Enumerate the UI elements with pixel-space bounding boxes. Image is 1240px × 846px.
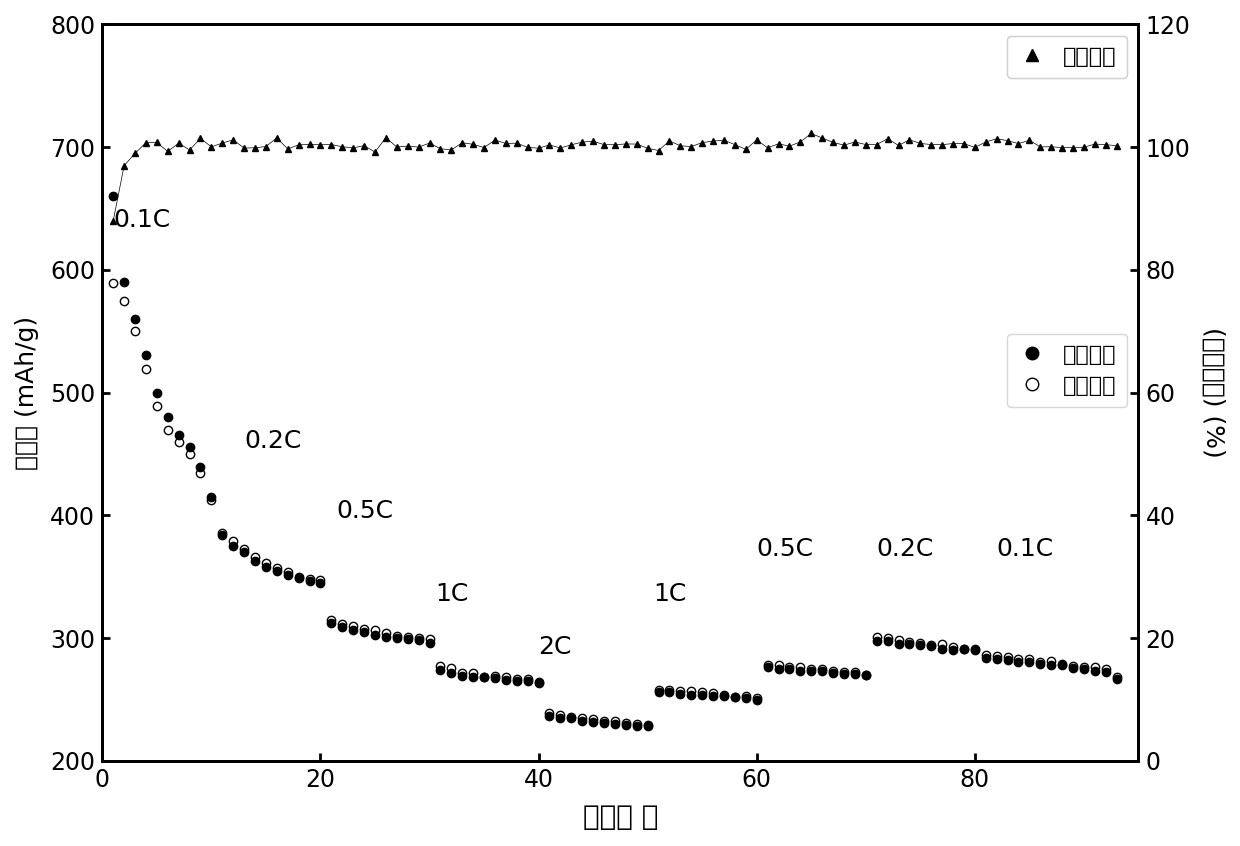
Y-axis label: (库伦效率) (%): (库伦效率) (%) <box>1202 327 1225 458</box>
X-axis label: 循环序 号: 循环序 号 <box>583 803 658 831</box>
Y-axis label: 比容量 (mAh/g): 比容量 (mAh/g) <box>15 316 38 470</box>
Text: 0.1C: 0.1C <box>997 537 1054 561</box>
Legend: 充电容量, 放电容量: 充电容量, 放电容量 <box>1007 334 1127 407</box>
Text: 1C: 1C <box>653 582 687 607</box>
Text: 0.1C: 0.1C <box>113 208 170 232</box>
Legend: 库伦效率: 库伦效率 <box>1007 36 1127 78</box>
Text: 0.5C: 0.5C <box>337 499 394 523</box>
Text: 0.2C: 0.2C <box>877 537 934 561</box>
Text: 1C: 1C <box>435 582 469 607</box>
Text: 0.5C: 0.5C <box>756 537 813 561</box>
Text: 2C: 2C <box>538 635 572 659</box>
Text: 0.2C: 0.2C <box>244 429 301 453</box>
